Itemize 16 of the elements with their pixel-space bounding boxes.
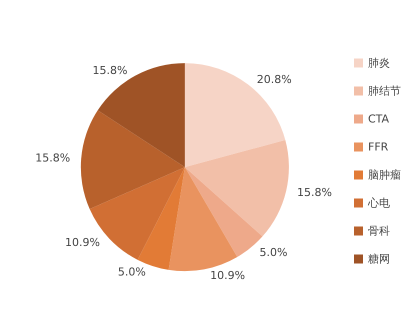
legend-label: 肺炎 (368, 56, 390, 70)
legend-label: FFR (368, 140, 389, 154)
data-label: 15.8% (296, 186, 332, 199)
data-label: 15.8% (35, 152, 70, 165)
legend-label: 糖网 (368, 252, 390, 266)
legend-label: 肺结节 (368, 84, 401, 98)
data-label: 10.9% (64, 236, 100, 250)
legend-label: 心电 (367, 196, 390, 210)
data-label: 20.8% (256, 73, 292, 86)
legend-label: 骨科 (368, 224, 390, 238)
legend-label: 脑肿瘤 (368, 168, 401, 182)
data-label: 5.0% (259, 246, 288, 259)
data-label: 10.9% (210, 268, 246, 282)
data-label: 5.0% (118, 265, 146, 278)
data-label: 15.8% (92, 64, 128, 77)
legend-label: CTA (368, 112, 390, 126)
